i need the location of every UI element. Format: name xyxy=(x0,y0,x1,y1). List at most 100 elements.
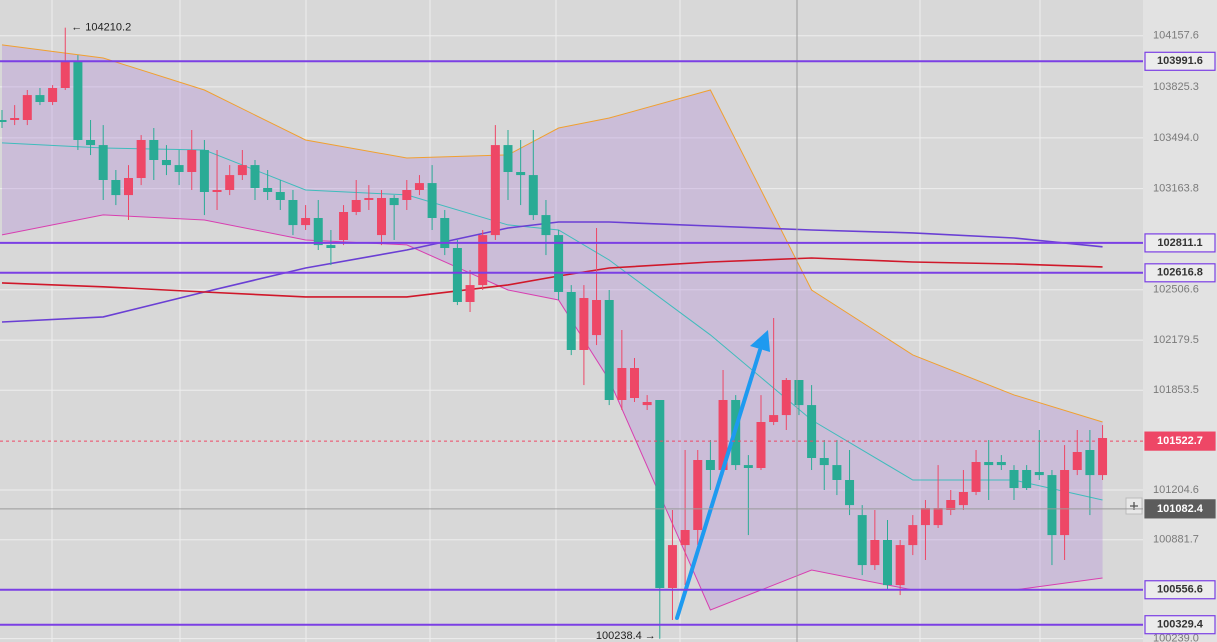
y-tick-label: 102506.6 xyxy=(1153,284,1199,296)
time-grid xyxy=(51,0,1041,642)
candle-body xyxy=(288,200,298,226)
level-label: 102811.1 xyxy=(1157,237,1202,249)
candle-body xyxy=(769,415,779,422)
candle-body xyxy=(250,165,260,188)
candle-body xyxy=(199,150,209,192)
candle-body xyxy=(895,545,905,586)
candle-body xyxy=(908,525,918,546)
candle-body xyxy=(73,62,83,140)
candle-body xyxy=(326,245,336,248)
candle-body xyxy=(225,175,235,190)
candle-body xyxy=(1022,470,1032,488)
candle-body xyxy=(655,400,665,588)
candle-body xyxy=(1060,470,1070,536)
candle-body xyxy=(870,540,880,566)
candle-body xyxy=(579,298,589,350)
candle-body xyxy=(478,235,488,286)
candle-body xyxy=(604,300,614,400)
y-tick-label: 103163.8 xyxy=(1153,183,1199,195)
y-tick-label: 101204.6 xyxy=(1153,484,1199,496)
drawn-arrow xyxy=(675,330,770,620)
candle-body xyxy=(617,368,627,400)
candle-body xyxy=(98,145,108,180)
candle-body xyxy=(427,183,437,218)
candle-body xyxy=(503,145,513,172)
level-label: 103991.6 xyxy=(1157,55,1203,67)
candle-body xyxy=(781,380,791,416)
candle-body xyxy=(389,198,399,206)
level-label: 100556.6 xyxy=(1157,584,1203,596)
candle-body xyxy=(414,183,424,190)
candle-body xyxy=(718,400,728,470)
y-tick-label: 104157.6 xyxy=(1153,30,1199,42)
candle-body xyxy=(946,500,956,510)
candle-body xyxy=(996,462,1006,466)
candle-body xyxy=(313,218,323,246)
price-axis: 104157.6 103825.3 103494.0 103163.8 102506.6… xyxy=(1153,30,1199,642)
crosshair-label: 101082.4 xyxy=(1157,503,1204,515)
candle-body xyxy=(377,198,386,236)
candle-body xyxy=(124,178,133,196)
y-tick-label: 100239.0 xyxy=(1153,633,1199,642)
candle-body xyxy=(832,465,842,480)
axis-background xyxy=(1143,0,1217,642)
candle-body xyxy=(516,172,526,176)
y-tick-label: 103494.0 xyxy=(1153,132,1199,144)
candle-body xyxy=(364,198,374,200)
candle-body xyxy=(86,140,96,146)
candle-body xyxy=(971,462,981,492)
candle-body xyxy=(630,368,639,398)
level-label: 100329.4 xyxy=(1157,619,1204,631)
candle-body xyxy=(10,118,20,120)
crosshair-box xyxy=(1144,499,1216,519)
candle-body xyxy=(807,405,817,458)
candle-body xyxy=(1047,475,1057,536)
candle-body xyxy=(161,160,171,166)
y-tick-label: 100881.7 xyxy=(1153,534,1199,546)
candle-body xyxy=(1085,450,1095,476)
candle-body xyxy=(263,188,273,192)
candle-body xyxy=(212,190,222,192)
candle-body xyxy=(680,530,690,546)
level-label: 102616.8 xyxy=(1157,267,1203,279)
last-price-label: 101522.7 xyxy=(1157,435,1203,447)
arrow-head xyxy=(750,330,770,352)
level-box xyxy=(1144,580,1216,600)
candle-body xyxy=(22,95,32,120)
candle-body xyxy=(301,218,311,226)
candle-body xyxy=(465,285,475,302)
candle-body xyxy=(794,380,804,406)
candle-body xyxy=(642,402,652,406)
candle-body xyxy=(402,190,412,200)
candle-body xyxy=(452,248,462,302)
candle-body xyxy=(883,540,892,586)
candle-body xyxy=(541,215,551,236)
candle-body xyxy=(566,292,576,350)
band-fill xyxy=(2,44,1103,610)
candle-body xyxy=(174,165,184,172)
candle-body xyxy=(554,235,564,292)
candle-body xyxy=(136,140,146,178)
candle-body xyxy=(275,192,285,200)
candle-body xyxy=(705,460,715,470)
candle-body xyxy=(958,492,968,506)
last-price-box xyxy=(1144,431,1216,451)
candle-body xyxy=(1072,452,1082,470)
candle-body xyxy=(35,95,45,102)
candle-body xyxy=(1009,470,1019,488)
candle-body xyxy=(920,508,930,526)
y-tick-label: 103825.3 xyxy=(1153,81,1199,93)
candle-body xyxy=(490,145,500,236)
candle-body xyxy=(857,515,867,566)
candle-body xyxy=(1098,438,1108,476)
price-labels: 103991.6 102811.1 102616.8 100556.6 100329.4… xyxy=(1144,51,1216,635)
candle-body xyxy=(693,460,703,530)
candle-body xyxy=(756,422,766,468)
candle-body xyxy=(339,212,349,240)
level-box xyxy=(1144,51,1216,71)
candle-body xyxy=(149,140,159,160)
candle-body xyxy=(440,218,450,248)
candle-body xyxy=(819,458,829,466)
